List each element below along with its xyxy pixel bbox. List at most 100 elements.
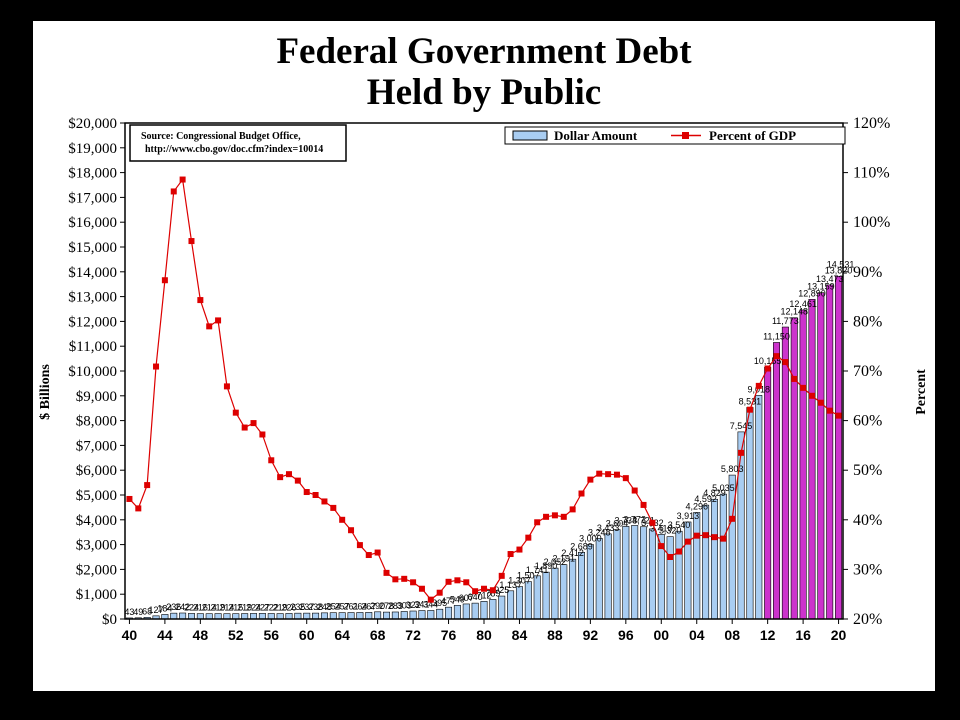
x-tick-label: 80 <box>476 627 492 643</box>
y-right-tick-label: 60% <box>853 413 882 430</box>
bar-value-label: 2,412 <box>561 548 584 558</box>
bar <box>374 611 382 620</box>
bar-value-label: 3,734 <box>615 515 638 525</box>
bar-value-label: 248 <box>317 602 332 612</box>
y-right-tick-label: 70% <box>853 363 882 380</box>
source-box: Source: Congressional Budget Office, htt… <box>129 124 347 162</box>
bar-value-label: 216 <box>193 603 208 613</box>
bar <box>445 606 453 620</box>
bar <box>462 603 470 620</box>
bar <box>560 564 568 620</box>
legend-bar-swatch <box>512 130 548 141</box>
bar-value-label: 8,531 <box>739 396 762 406</box>
bar <box>205 613 213 620</box>
y-tick-label: $20,000 <box>68 116 117 132</box>
bar-value-label: 1,741 <box>526 565 549 575</box>
bar <box>551 567 559 620</box>
x-tick-label: 56 <box>263 627 279 643</box>
bar-value-label: 237 <box>299 602 314 612</box>
percent-point <box>534 519 541 526</box>
y-tick-label: $3,000 <box>76 538 117 554</box>
bar-value-label: 341 <box>414 600 429 610</box>
x-tick-label: 64 <box>334 627 350 643</box>
x-tick-label: 60 <box>299 627 315 643</box>
bar-value-label: 12,461 <box>789 299 817 309</box>
bar <box>640 526 648 620</box>
source-line-1: Source: Congressional Budget Office, <box>141 131 301 142</box>
percent-point <box>543 513 550 520</box>
percent-point <box>773 353 780 360</box>
bar <box>728 474 736 620</box>
bar <box>790 317 798 620</box>
percent-point <box>481 585 487 592</box>
y-right-tick-label: 80% <box>853 313 882 330</box>
percent-point <box>826 407 833 414</box>
percent-point <box>569 506 576 513</box>
bar-value-label: 267 <box>361 601 376 611</box>
bar-value-label: 219 <box>273 603 288 613</box>
bar <box>400 611 408 620</box>
bar-value-label: 3,410 <box>650 523 673 533</box>
bar <box>365 612 373 620</box>
percent-point <box>144 482 151 489</box>
percent-point <box>782 359 789 366</box>
bar-value-label: 236 <box>166 602 181 612</box>
percent-point <box>241 424 248 431</box>
percent-line-series <box>126 176 842 603</box>
legend: Dollar Amount Percent of GDP <box>504 126 846 145</box>
bar <box>569 558 577 620</box>
bar-value-label: 2,191 <box>553 554 576 564</box>
x-tick-label: 48 <box>193 627 209 643</box>
bar <box>258 613 266 620</box>
bar-value-label: 3,913 <box>677 511 700 521</box>
percent-point <box>667 554 674 560</box>
percent-point <box>321 498 328 505</box>
bar-value-label: 1,137 <box>499 580 522 590</box>
y-tick-label: $4,000 <box>76 513 117 529</box>
percent-point <box>507 551 514 558</box>
percent-point <box>693 532 700 539</box>
x-tick-label: 84 <box>512 627 528 643</box>
bar <box>826 284 834 620</box>
bar <box>187 613 195 620</box>
percent-point <box>285 471 292 478</box>
bar <box>515 586 523 620</box>
bar-value-label: 7,545 <box>730 421 753 431</box>
bar <box>684 521 692 620</box>
percent-point <box>348 527 355 534</box>
left-axis-ticks: $0 $1,000 $2,000 $3,000 $4,000 $5,000 $6,000 $7… <box>68 116 125 628</box>
bar <box>613 529 621 620</box>
bar <box>489 599 497 620</box>
percent-point <box>197 297 204 304</box>
bar-value-label: 1,307 <box>508 576 531 586</box>
y-right-tick-label: 20% <box>853 611 882 628</box>
x-tick-label: 08 <box>724 627 740 643</box>
percent-point <box>764 365 771 372</box>
x-tick-label: 20 <box>831 627 847 643</box>
source-box-border <box>129 124 347 162</box>
bar-value-label: 477 <box>441 596 456 606</box>
percent-point <box>418 585 425 592</box>
y-right-tick-label: 110% <box>853 165 890 182</box>
bar <box>746 407 754 620</box>
bar <box>391 611 399 620</box>
bar <box>320 612 328 620</box>
bar-value-label: 789 <box>485 588 500 598</box>
bar-value-label: 925 <box>494 585 509 595</box>
percent-point <box>179 176 186 183</box>
bar <box>702 504 710 620</box>
percent-point <box>374 549 381 556</box>
y-tick-label: $18,000 <box>68 166 117 182</box>
chart-title: Federal Government Debt <box>276 31 692 72</box>
bar-value-label: 219 <box>237 603 252 613</box>
bar <box>294 612 302 620</box>
bar <box>347 612 355 620</box>
bar-value-label: 257 <box>335 602 350 612</box>
bar <box>719 493 727 620</box>
y-tick-label: $0 <box>102 612 117 628</box>
percent-point <box>800 384 807 391</box>
bar <box>338 612 346 620</box>
bar-value-label: 607 <box>459 593 474 603</box>
x-tick-label: 44 <box>157 627 173 643</box>
bar-value-label: 227 <box>255 602 270 612</box>
